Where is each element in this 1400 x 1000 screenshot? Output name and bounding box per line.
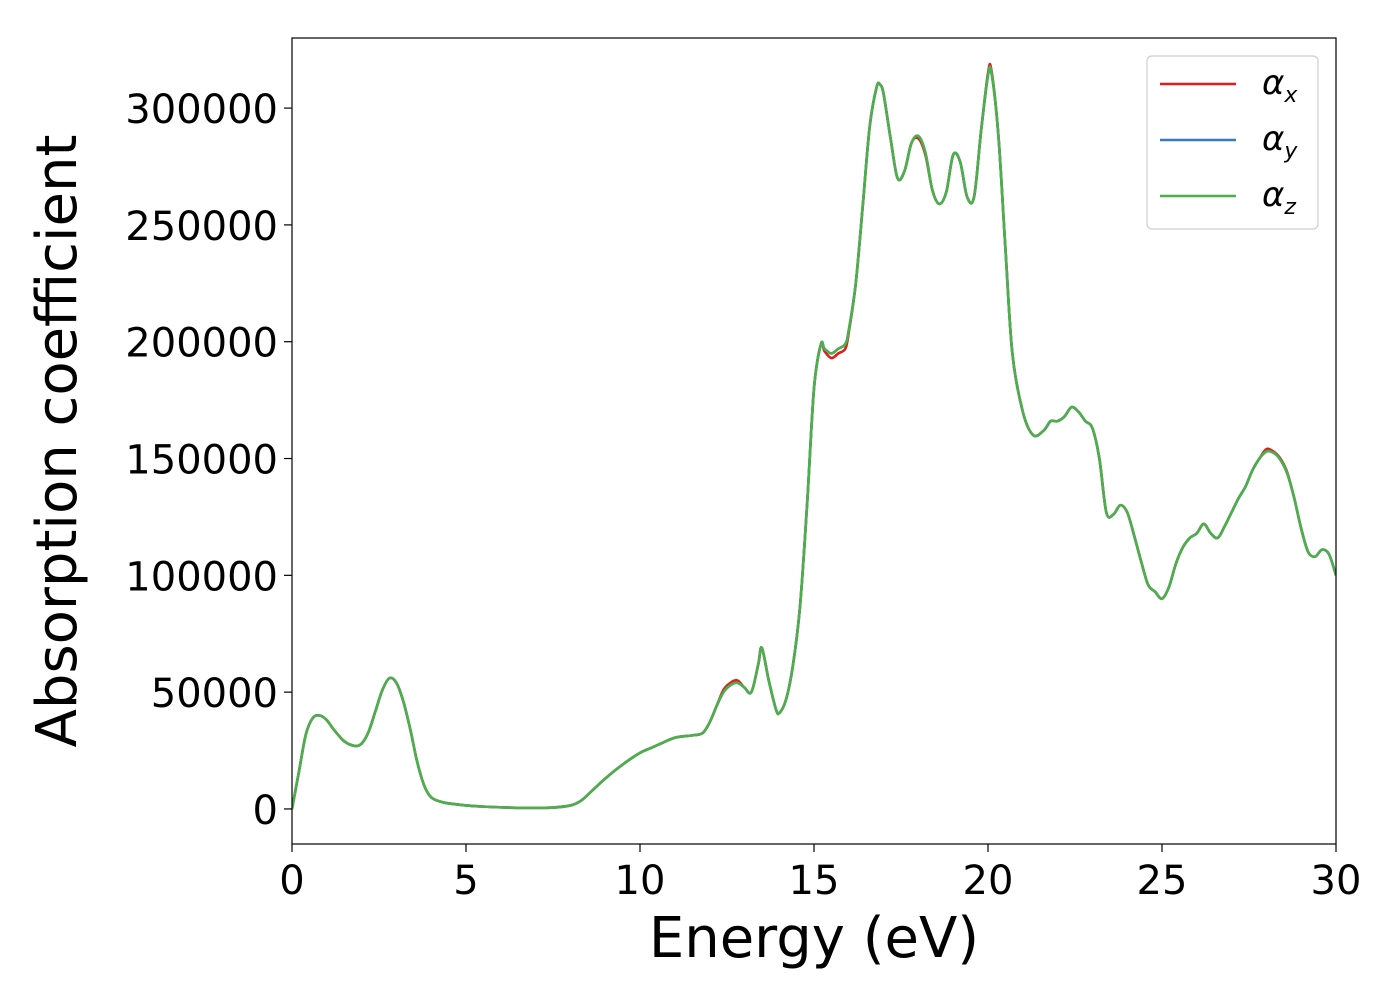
legend-box	[1146, 55, 1319, 230]
series-layer	[292, 62, 1336, 810]
x-tick-label: 0	[279, 858, 304, 904]
x-tick-label: 10	[615, 858, 666, 904]
x-tick-label: 5	[453, 858, 478, 904]
x-tick-label: 25	[1137, 858, 1188, 904]
series-line-3	[292, 65, 1336, 810]
legend-label-subscript: x	[1283, 83, 1298, 108]
legend-label-subscript: z	[1283, 195, 1296, 220]
y-tick-label: 0	[253, 788, 278, 834]
y-tick-label: 300000	[125, 87, 278, 133]
x-axis: 0 5 10 15 20 25 30	[279, 844, 1361, 904]
y-tick-label: 250000	[125, 204, 278, 250]
y-tick-label: 100000	[125, 554, 278, 600]
x-tick-label: 20	[963, 858, 1014, 904]
y-tick-label: 200000	[125, 321, 278, 367]
x-tick-label: 15	[789, 858, 840, 904]
y-axis-title: Absorption coefficient	[25, 135, 90, 748]
y-axis: 0 50000 100000 150000 200000 250000 300000	[125, 87, 292, 834]
x-tick-label: 30	[1311, 858, 1362, 904]
y-tick-label: 50000	[151, 671, 278, 717]
legend-label-subscript: y	[1283, 139, 1298, 164]
x-axis-title: Energy (eV)	[649, 906, 979, 971]
y-tick-label: 150000	[125, 438, 278, 484]
